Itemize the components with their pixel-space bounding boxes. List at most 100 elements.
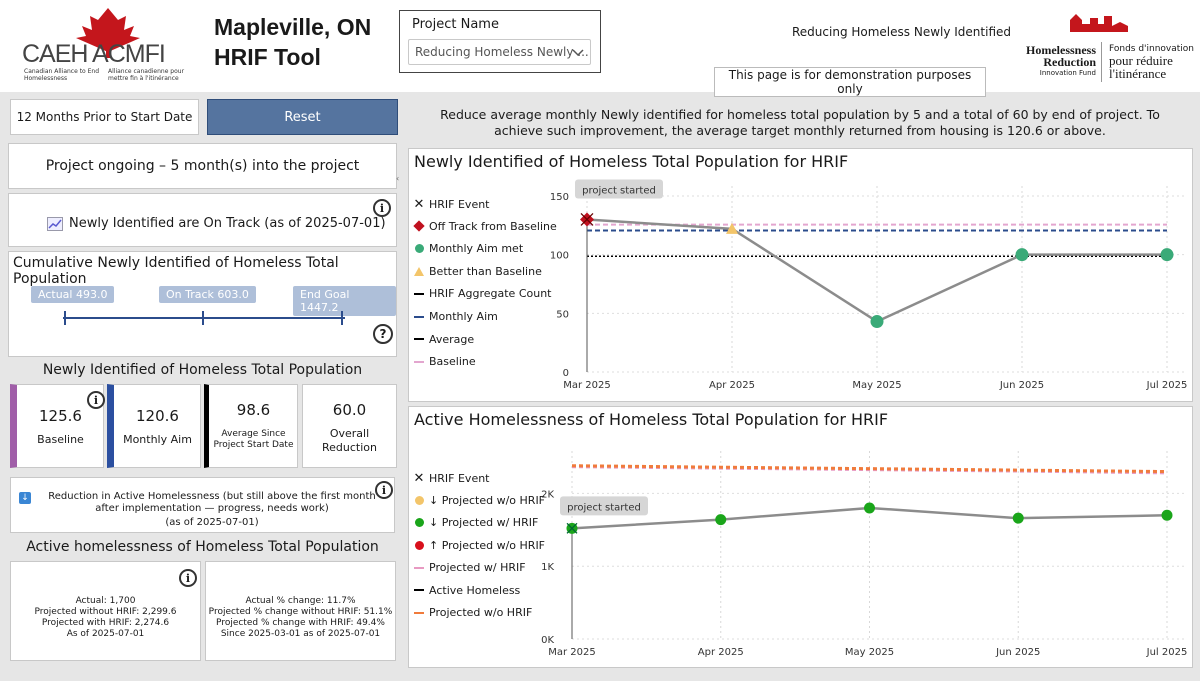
- skyline-icon: [1070, 14, 1128, 32]
- fund-logo-fr-top: Fonds d'innovation: [1109, 44, 1195, 54]
- cumulative-title: Cumulative Newly Identified of Homeless …: [13, 255, 339, 287]
- better-marker: [726, 222, 738, 234]
- legend-label: ↓ Projected w/ HRIF: [429, 516, 539, 529]
- project-name-dropdown[interactable]: Reducing Homeless Newly ...: [408, 39, 591, 65]
- legend-aggregate[interactable]: HRIF Aggregate Count: [413, 287, 552, 300]
- demo-notice-text: This page is for demonstration purposes …: [728, 68, 972, 96]
- legend-symbol: ✕: [413, 471, 425, 486]
- y-tick-label: 0: [563, 368, 569, 379]
- legend-hrif-event[interactable]: ✕ HRIF Event: [413, 197, 490, 212]
- legend-hrif-event[interactable]: ✕ HRIF Event: [413, 471, 490, 486]
- org-logo-text: CAEH ACMFI: [22, 40, 166, 68]
- active-marker: [715, 514, 727, 526]
- active-section-title: Active homelessness of Homeless Total Po…: [26, 539, 379, 555]
- annotation-text: project started: [567, 502, 641, 513]
- aim-met-marker: [870, 315, 884, 329]
- fund-logo-fr: pour réduire l'itinérance: [1109, 53, 1173, 81]
- legend-label: HRIF Aggregate Count: [429, 287, 552, 301]
- active-marker: [1012, 512, 1024, 524]
- fund-logo-en-sub: Innovation Fund: [1039, 69, 1096, 77]
- kpi-aim-value: 120.6: [136, 407, 179, 425]
- kpi-reduction-card: 60.0 Overall Reduction: [302, 384, 397, 468]
- active-marker: [1161, 509, 1173, 521]
- legend-symbol: [413, 338, 425, 341]
- legend-symbol: [413, 315, 425, 318]
- legend-label: Projected w/ HRIF: [429, 561, 526, 574]
- event-x-marker: [580, 213, 594, 226]
- legend-symbol: [413, 360, 425, 363]
- legend-label: Active Homeless: [429, 583, 521, 597]
- active-box1-line2: Projected without HRIF: 2,299.6: [34, 607, 177, 617]
- legend-offtrack[interactable]: Off Track from Baseline: [413, 220, 557, 233]
- project-status-text: Project ongoing – 5 month(s) into the pr…: [45, 158, 360, 174]
- active-status-date: (as of 2025-07-01): [165, 517, 259, 528]
- legend-average[interactable]: Average: [413, 333, 474, 346]
- period-button-label: 12 Months Prior to Start Date: [16, 110, 193, 124]
- event-x-marker: [566, 522, 578, 534]
- kpi-reduction-label: Overall Reduction: [322, 427, 377, 454]
- newly-identified-chart-card: Newly Identified of Homeless Total Popul…: [408, 148, 1193, 402]
- legend-label: Off Track from Baseline: [429, 219, 557, 233]
- period-button[interactable]: 12 Months Prior to Start Date: [10, 99, 199, 135]
- annotation-text: project started: [582, 185, 656, 196]
- reset-button-label: Reset: [284, 109, 321, 125]
- info-icon[interactable]: i: [179, 569, 197, 587]
- legend-symbol: [413, 540, 425, 550]
- legend-symbol: [413, 495, 425, 505]
- active-box1-line3: Projected with HRIF: 2,274.6: [41, 618, 170, 628]
- org-logo-sub-en: Canadian Alliance to End Homelessness: [24, 68, 100, 82]
- goal-text: Reduce average monthly Newly identified …: [440, 107, 1160, 138]
- legend-better[interactable]: Better than Baseline: [413, 265, 542, 278]
- help-icon[interactable]: ?: [373, 324, 393, 344]
- legend-active-homeless[interactable]: Active Homeless: [413, 584, 520, 597]
- active-box-change: Actual % change: 11.7% Projected % chang…: [205, 561, 396, 661]
- legend-label: ↓ Projected w/o HRIF: [429, 493, 546, 507]
- info-icon[interactable]: i: [87, 391, 105, 409]
- x-tick-label: May 2025: [852, 380, 901, 391]
- chart1-svg: 0 50 100 150 Mar 2025 Apr 2025 May 2025 Jun 202…: [550, 179, 1188, 391]
- maple-leaf-icon: [76, 8, 140, 58]
- kpi-reduction-value: 60.0: [332, 401, 367, 419]
- legend-label: Better than Baseline: [429, 264, 542, 278]
- info-icon[interactable]: i: [373, 199, 391, 217]
- active-box1-line4: As of 2025-07-01: [66, 629, 145, 639]
- y-tick-label: 2K: [541, 489, 554, 500]
- kpi-average-value: 98.6: [236, 401, 271, 419]
- x-tick-label: Apr 2025: [709, 380, 755, 391]
- x-tick-label: Jul 2025: [1146, 647, 1188, 658]
- reset-button[interactable]: Reset: [207, 99, 398, 135]
- legend-label: Average: [429, 332, 475, 346]
- projected-without-hrif-line: [571, 464, 1168, 474]
- y-tick-label: 50: [556, 309, 569, 320]
- track-status-card: i Newly Identified are On Track (as of 2…: [8, 193, 397, 247]
- kpi-average-card: 98.6 Average Since Project Start Date: [204, 384, 298, 468]
- x-tick-label: Jul 2025: [1146, 380, 1188, 391]
- chart2-title: Active Homelessness of Homeless Total Po…: [414, 410, 889, 429]
- legend-symbol: ✕: [413, 197, 425, 212]
- kpi-baseline-card: i 125.6 Baseline: [10, 384, 105, 468]
- aim-met-marker: [1160, 248, 1174, 262]
- legend-projected-with[interactable]: Projected w/ HRIF: [413, 561, 526, 574]
- legend-baseline[interactable]: Baseline: [413, 355, 476, 368]
- legend-aim-met[interactable]: Monthly Aim met: [413, 242, 523, 255]
- x-tick-label: Jun 2025: [999, 380, 1044, 391]
- cumulative-progress-track: [63, 311, 345, 325]
- info-icon[interactable]: i: [375, 481, 393, 499]
- legend-label: ↑ Projected w/o HRIF: [429, 538, 546, 552]
- y-tick-label: 1K: [541, 562, 554, 573]
- active-box2-line2: Projected % change without HRIF: 51.1%: [208, 607, 393, 617]
- kpi-section-title: Newly Identified of Homeless Total Popul…: [42, 362, 363, 378]
- page-heading: Reducing Homeless Newly Identified: [792, 25, 1012, 39]
- legend-up-projected-without[interactable]: ↑ Projected w/o HRIF: [413, 539, 545, 552]
- y-tick-label: 0K: [541, 635, 554, 646]
- legend-symbol: [413, 292, 425, 295]
- chevron-left-icon[interactable]: ‹: [396, 174, 400, 183]
- chart2-svg: 0K 1K 2K Mar 2025 Apr 2025 May 2025 Jun 2025 Ju…: [541, 451, 1188, 658]
- legend-projected-without[interactable]: Projected w/o HRIF: [413, 606, 532, 619]
- project-name-slicer[interactable]: Project Name Reducing Homeless Newly ...: [399, 10, 601, 73]
- legend-down-projected-without[interactable]: ↓ Projected w/o HRIF: [413, 494, 545, 507]
- kpi-baseline-value: 125.6: [39, 407, 82, 425]
- legend-down-projected-with[interactable]: ↓ Projected w/ HRIF: [413, 516, 538, 529]
- legend-aim[interactable]: Monthly Aim: [413, 310, 498, 323]
- arrow-down-icon: ↓: [19, 492, 31, 504]
